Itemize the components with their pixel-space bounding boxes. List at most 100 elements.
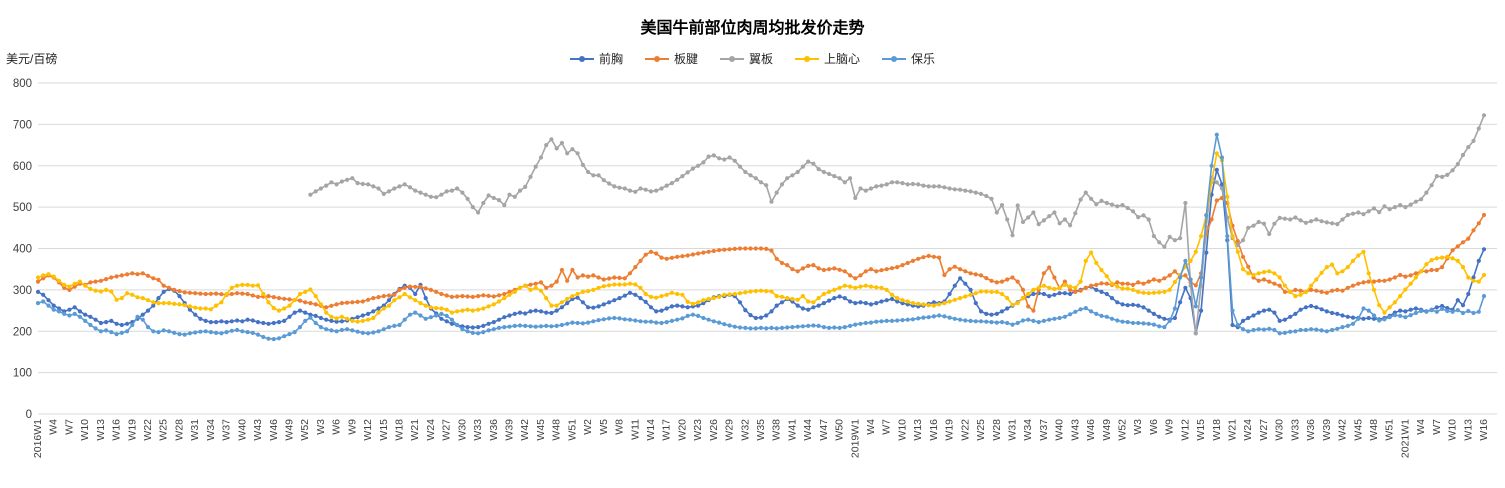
series-point-上脑心 [528,287,533,292]
series-point-前胸 [848,299,853,304]
x-tick-label: W37 [221,419,233,441]
series-point-保乐 [1157,324,1162,329]
series-point-上脑心 [1277,275,1282,280]
series-point-前胸 [947,291,952,297]
series-point-前胸 [255,320,261,325]
x-tick-label: W24 [425,419,437,441]
series-point-板腱 [350,300,355,305]
series-point-板腱 [1073,289,1078,294]
series-point-上脑心 [460,308,465,313]
series-point-上脑心 [664,292,669,297]
series-point-翼板 [444,189,449,194]
series-point-翼板 [402,182,407,187]
series-point-上脑心 [591,287,596,292]
series-point-上脑心 [1157,290,1162,295]
series-point-板腱 [622,276,627,281]
series-point-板腱 [1089,283,1094,288]
series-point-上脑心 [554,303,559,308]
series-point-前胸 [868,302,874,307]
series-point-板腱 [1361,280,1366,285]
series-point-板腱 [1010,275,1015,280]
legend-item-保乐: 保乐 [882,50,935,67]
series-point-翼板 [1319,219,1324,224]
series-point-上脑心 [937,302,942,307]
series-point-板腱 [968,271,973,276]
series-point-前胸 [1267,307,1272,312]
series-point-保乐 [863,320,868,326]
series-point-保乐 [67,313,72,318]
series-point-板腱 [863,269,868,274]
series-point-前胸 [1455,298,1460,303]
series-point-保乐 [166,329,172,334]
series-point-板腱 [119,273,124,278]
x-tick-label: 2019W1 [849,419,861,458]
series-point-前胸 [1476,258,1481,263]
series-point-保乐 [806,323,811,328]
series-point-板腱 [1371,279,1377,284]
series-point-保乐 [1005,320,1010,326]
series-point-保乐 [1183,258,1188,263]
series-point-上脑心 [580,289,586,294]
x-tick-label: W8 [614,419,626,435]
series-point-前胸 [1361,316,1366,321]
series-point-板腱 [659,255,664,260]
series-point-保乐 [889,318,895,323]
x-tick-label: W29 [724,419,736,441]
series-point-板腱 [135,272,140,277]
series-point-保乐 [119,330,124,335]
series-point-翼板 [1434,174,1439,179]
series-point-前胸 [72,305,77,310]
series-point-板腱 [266,294,271,299]
series-point-上脑心 [879,285,884,290]
series-point-上脑心 [1104,274,1109,279]
x-tick-label: W4 [865,419,877,435]
series-point-翼板 [984,193,989,199]
series-point-翼板 [874,184,879,189]
legend-line-marker-icon [569,55,594,62]
series-point-保乐 [884,318,889,323]
series-point-保乐 [135,314,140,319]
series-point-翼板 [884,182,889,187]
series-point-保乐 [1335,326,1340,331]
series-point-翼板 [1419,197,1424,202]
x-tick-label: W19 [944,419,956,441]
series-point-保乐 [732,324,737,329]
series-point-上脑心 [1403,287,1408,292]
x-tick-label: W32 [739,419,751,441]
series-point-前胸 [1408,307,1413,312]
series-point-保乐 [428,315,433,320]
series-point-板腱 [1136,280,1141,285]
series-point-上脑心 [1062,282,1067,287]
series-point-板腱 [67,287,72,292]
series-point-翼板 [1026,215,1031,220]
series-point-前胸 [999,309,1005,314]
series-point-板腱 [575,275,580,280]
series-point-翼板 [1183,200,1188,206]
series-point-上脑心 [308,287,313,292]
series-point-保乐 [261,334,266,340]
series-point-前胸 [119,322,124,328]
series-point-前胸 [98,320,103,326]
series-point-翼板 [942,185,947,190]
series-point-保乐 [811,323,816,328]
x-tick-label: W23 [692,419,704,441]
series-point-翼板 [1361,212,1366,217]
series-point-保乐 [910,317,916,322]
series-point-上脑心 [1005,296,1010,301]
series-point-翼板 [622,186,627,191]
series-point-前胸 [1445,306,1450,311]
series-point-前胸 [318,315,323,321]
series-point-板腱 [229,291,234,297]
x-tick-label: W39 [1321,419,1333,441]
series-point-前胸 [1115,300,1120,305]
series-point-前胸 [1062,291,1067,296]
series-point-保乐 [476,331,481,336]
series-point-板腱 [832,266,837,271]
series-point-前胸 [444,319,449,324]
series-point-前胸 [654,309,659,314]
series-point-上脑心 [690,301,696,306]
series-point-上脑心 [994,289,999,294]
series-point-板腱 [743,246,748,251]
series-point-前胸 [1277,318,1282,323]
series-point-上脑心 [654,295,659,300]
